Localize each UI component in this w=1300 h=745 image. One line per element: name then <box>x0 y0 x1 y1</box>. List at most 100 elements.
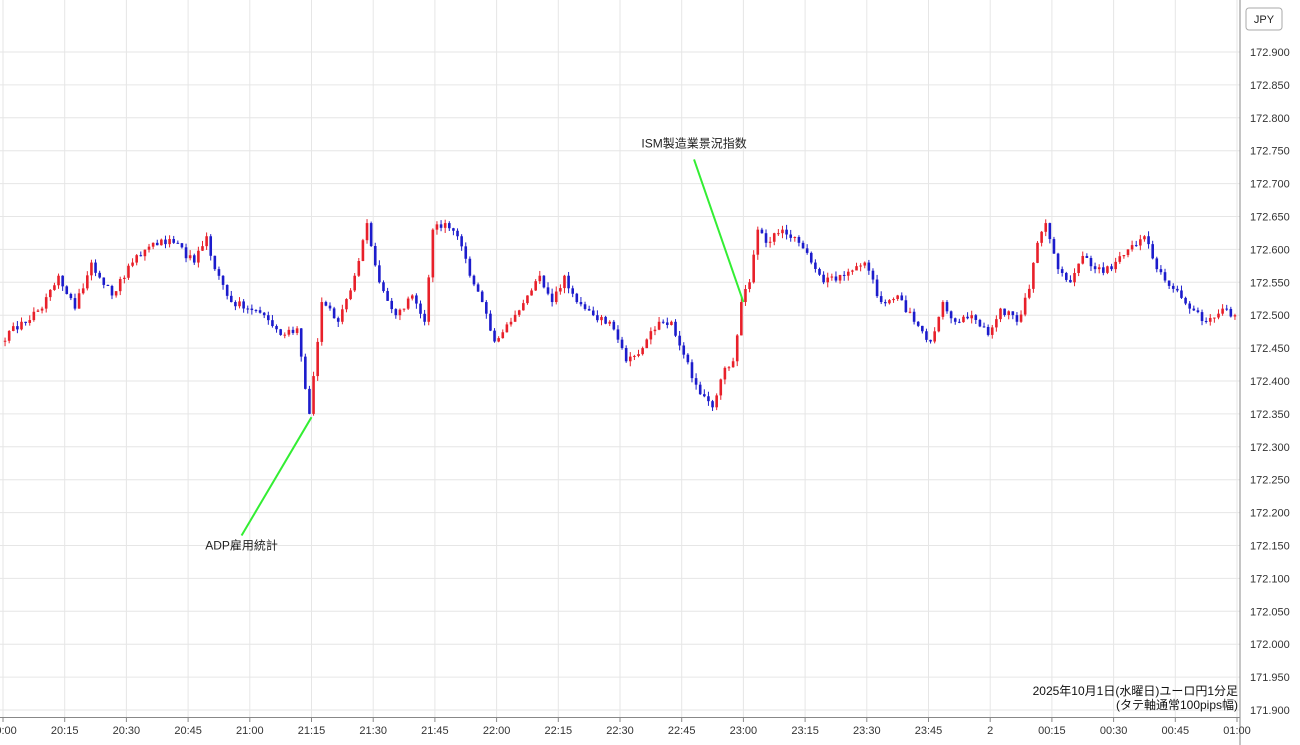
candle-body <box>1184 297 1187 304</box>
candle-body <box>1126 249 1130 256</box>
candle-body <box>336 318 340 322</box>
candle-body <box>1163 272 1167 281</box>
candle-body <box>131 262 134 266</box>
candle-body <box>851 270 854 272</box>
candle-body <box>53 285 56 290</box>
candle-body <box>1069 279 1072 283</box>
x-tick-label: 20:15 <box>51 725 79 737</box>
x-tick-label: 23:15 <box>791 725 819 737</box>
candle-body <box>402 308 406 310</box>
candle-body <box>760 229 764 234</box>
y-tick-label: 172.250 <box>1250 475 1290 487</box>
candle-body <box>295 328 299 333</box>
candle-body <box>727 367 731 369</box>
candle-body <box>184 247 188 259</box>
candle-body <box>756 229 760 255</box>
y-tick-label: 172.050 <box>1250 606 1290 618</box>
candle-body <box>1188 303 1191 309</box>
candle-body <box>686 354 690 363</box>
candle-body <box>86 275 89 289</box>
candle-body <box>275 326 278 330</box>
candle-body <box>678 335 681 346</box>
candle-body <box>855 266 858 271</box>
candle-body <box>1118 256 1122 262</box>
candle-body <box>949 311 953 319</box>
x-tick-label: 21:00 <box>236 725 264 737</box>
candle-body <box>822 274 825 283</box>
candle-body <box>567 275 570 289</box>
y-tick-label: 172.850 <box>1250 80 1290 92</box>
candle-body <box>517 310 521 315</box>
candle-body <box>884 302 887 304</box>
candle-body <box>1225 308 1229 310</box>
candle-body <box>1213 317 1216 319</box>
candle-body <box>36 310 40 312</box>
candle-body <box>217 269 221 276</box>
x-tick-label: 01:00 <box>1223 725 1251 737</box>
x-tick-label: 22:30 <box>606 725 634 737</box>
caption-line-2: (タテ軸通常100pips幅) <box>1115 698 1238 712</box>
candle-body <box>225 284 229 296</box>
candle-body <box>419 303 422 314</box>
candle-body <box>172 239 176 243</box>
gridlines <box>0 0 1240 717</box>
candle-body <box>308 388 311 414</box>
candle-body <box>505 324 509 333</box>
candle-body <box>1110 266 1113 270</box>
candle-body <box>1036 242 1039 263</box>
caption-line-1: 2025年10月1日(水曜日)ユーロ円1分足 <box>1032 684 1238 698</box>
candle-body <box>653 329 657 332</box>
x-tick-label: 20:45 <box>174 725 202 737</box>
candle-body <box>464 246 468 259</box>
candle-body <box>415 295 418 304</box>
annotation-leader-line <box>240 416 313 537</box>
candle-body <box>1023 297 1027 315</box>
candle-body <box>398 309 402 316</box>
candle-body <box>332 308 336 319</box>
candle-body <box>633 355 636 357</box>
candle-body <box>1064 272 1068 280</box>
candle-body <box>390 300 394 310</box>
candle-body <box>703 394 706 397</box>
candle-body <box>7 330 11 341</box>
candle-body <box>900 295 904 301</box>
candle-body <box>896 295 899 299</box>
candle-body <box>921 325 924 332</box>
candle-body <box>328 305 332 309</box>
candle-body <box>904 300 908 312</box>
candle-body <box>809 252 813 263</box>
candle-body <box>711 401 714 408</box>
candle-body <box>929 339 932 342</box>
candle-body <box>546 287 550 294</box>
candle-body <box>382 282 385 292</box>
candle-body <box>57 275 60 286</box>
candle-body <box>1204 321 1208 323</box>
candle-body <box>176 242 180 244</box>
candle-body <box>431 229 435 278</box>
candle-body <box>1081 255 1085 264</box>
candle-body <box>912 311 916 322</box>
candle-body <box>958 321 961 323</box>
candle-body <box>842 274 846 276</box>
candle-body <box>941 302 945 317</box>
candle-body <box>624 348 628 362</box>
candle-body <box>378 265 381 283</box>
candle-body <box>304 356 307 389</box>
x-tick-label: 2 <box>987 725 993 737</box>
candle-body <box>538 275 542 282</box>
candle-body <box>213 255 217 270</box>
x-tick-label: 21:45 <box>421 725 449 737</box>
y-tick-label: 172.550 <box>1250 277 1290 289</box>
candle-body <box>752 254 755 283</box>
candle-body <box>3 340 7 342</box>
candle-body <box>657 321 661 330</box>
candle-body <box>596 315 599 321</box>
candle-body <box>65 286 69 295</box>
candle-body <box>386 291 389 301</box>
candle-body <box>859 265 862 267</box>
candle-body <box>591 310 595 316</box>
candle-body <box>715 395 718 408</box>
candle-body <box>1176 288 1179 291</box>
candle-body <box>139 255 143 257</box>
